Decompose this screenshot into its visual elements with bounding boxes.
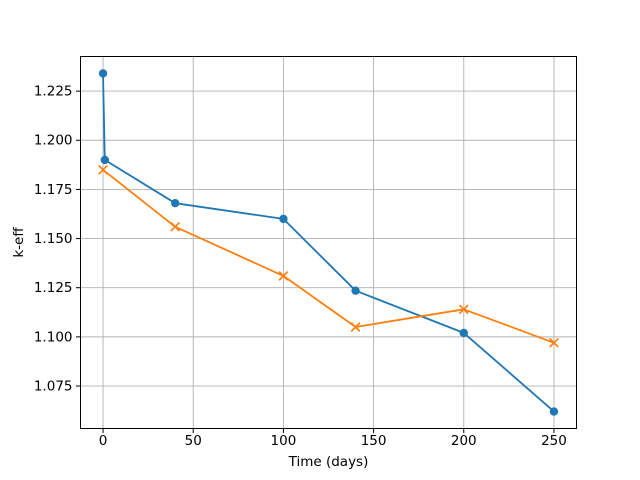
grid-lines bbox=[80, 56, 577, 429]
x-tick-label: 100 bbox=[271, 433, 297, 449]
x-marker bbox=[170, 221, 181, 232]
y-tick-label: 1.125 bbox=[34, 280, 73, 296]
y-axis-label: k-eff bbox=[11, 227, 27, 258]
circle-marker bbox=[279, 214, 288, 224]
circle-marker bbox=[459, 328, 468, 338]
y-tick-label: 1.150 bbox=[34, 231, 73, 247]
x-marker bbox=[278, 271, 289, 281]
y-tick-label: 1.200 bbox=[34, 133, 73, 149]
data-series bbox=[98, 69, 559, 416]
circle-marker bbox=[100, 155, 110, 165]
circle-marker bbox=[98, 69, 108, 78]
y-tick-label: 1.075 bbox=[34, 378, 73, 394]
circle-marker bbox=[351, 286, 360, 295]
x-axis-label: Time (days) bbox=[288, 454, 369, 470]
x-tick-label: 0 bbox=[99, 433, 108, 449]
axes-frame bbox=[80, 56, 577, 429]
circle-marker bbox=[549, 407, 559, 416]
series-line-keff-circle-series bbox=[102, 72, 555, 413]
x-tick-label: 250 bbox=[541, 433, 567, 449]
x-marker bbox=[98, 164, 108, 175]
x-marker bbox=[549, 337, 559, 348]
y-tick-label: 1.100 bbox=[34, 329, 73, 345]
y-tick-label: 1.175 bbox=[34, 182, 73, 198]
x-marker bbox=[458, 304, 469, 315]
series-line-keff-x-series bbox=[102, 168, 555, 344]
axis-ticks: 0 50 100 150 200 250 1.075 1.100 1.125 1.150 1.175… bbox=[34, 84, 567, 450]
y-tick-label: 1.225 bbox=[34, 84, 73, 100]
x-tick-label: 200 bbox=[451, 433, 477, 449]
x-marker bbox=[350, 322, 361, 332]
x-tick-label: 150 bbox=[361, 433, 387, 449]
circle-marker bbox=[170, 198, 180, 208]
x-tick-label: 50 bbox=[185, 433, 202, 449]
